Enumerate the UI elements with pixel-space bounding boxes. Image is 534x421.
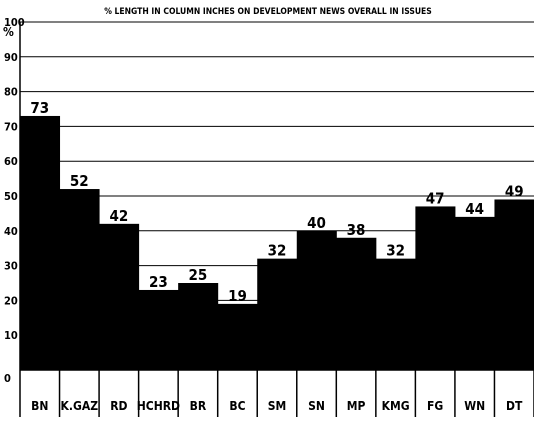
y-tick-label: 40 — [4, 225, 18, 238]
bar — [178, 283, 219, 370]
x-tick-label: HCHRD — [137, 399, 180, 413]
y-tick-label: 100 — [4, 16, 25, 29]
bar-value-label: 23 — [149, 273, 168, 291]
bar — [217, 303, 258, 370]
bar — [375, 258, 416, 370]
x-tick-label: SN — [308, 399, 325, 413]
x-tick-label: MP — [347, 399, 366, 413]
bar — [257, 258, 298, 370]
bar — [59, 189, 100, 370]
y-tick-label: 90 — [4, 51, 18, 64]
y-tick-label: 80 — [4, 86, 18, 99]
bar-value-label: 42 — [109, 207, 128, 225]
x-tick-label: RD — [110, 399, 127, 413]
value-labels: 73 52 42 23 25 19 32 40 38 32 47 44 49 — [30, 99, 523, 305]
x-tick-label: DT — [506, 399, 523, 413]
bar-value-label: 52 — [70, 172, 89, 190]
bar — [494, 199, 534, 370]
y-tick-label: 60 — [4, 155, 18, 168]
bar-value-label: 38 — [347, 221, 366, 239]
y-tick-label: 20 — [4, 294, 18, 307]
y-tick-label: 0 — [4, 372, 11, 385]
y-axis-unit-label: % — [3, 25, 14, 39]
bar — [336, 237, 377, 370]
y-tick-label: 30 — [4, 260, 18, 273]
chart-title: % LENGTH IN COLUMN INCHES ON DEVELOPMENT… — [104, 7, 432, 17]
y-tick-label: 10 — [4, 329, 18, 342]
bar-value-label: 40 — [307, 214, 326, 232]
bar-value-label: 44 — [465, 200, 484, 218]
y-tick-labels: 0 10 20 30 40 50 60 70 80 90 100 — [4, 16, 25, 385]
bar-value-label: 47 — [426, 189, 445, 207]
bar-value-label: 32 — [268, 242, 287, 260]
x-tick-label: WN — [464, 399, 485, 413]
bar — [415, 206, 456, 370]
bar — [20, 115, 61, 371]
bar-value-label: 73 — [30, 99, 49, 117]
x-tick-label: BN — [31, 399, 48, 413]
bar-value-label: 49 — [505, 182, 524, 200]
y-tick-label: 70 — [4, 120, 18, 133]
x-tick-label: BC — [229, 399, 245, 413]
bar — [296, 230, 337, 370]
bar — [99, 223, 140, 370]
bar-value-label: 25 — [189, 266, 208, 284]
x-tick-label: FG — [427, 399, 443, 413]
x-tick-label: BR — [190, 399, 207, 413]
bar — [454, 216, 495, 370]
y-tick-label: 50 — [4, 190, 18, 203]
x-tick-label: KMG — [382, 399, 410, 413]
x-tick-label: SM — [268, 399, 287, 413]
bar-value-label: 19 — [228, 287, 247, 305]
bar — [138, 289, 179, 370]
bar-value-label: 32 — [386, 242, 405, 260]
x-tick-labels: BN K.GAZ RD HCHRD BR BC SM SN MP KMG FG WN DT — [31, 399, 523, 413]
bars — [20, 115, 534, 371]
x-tick-label: K.GAZ — [61, 399, 99, 413]
